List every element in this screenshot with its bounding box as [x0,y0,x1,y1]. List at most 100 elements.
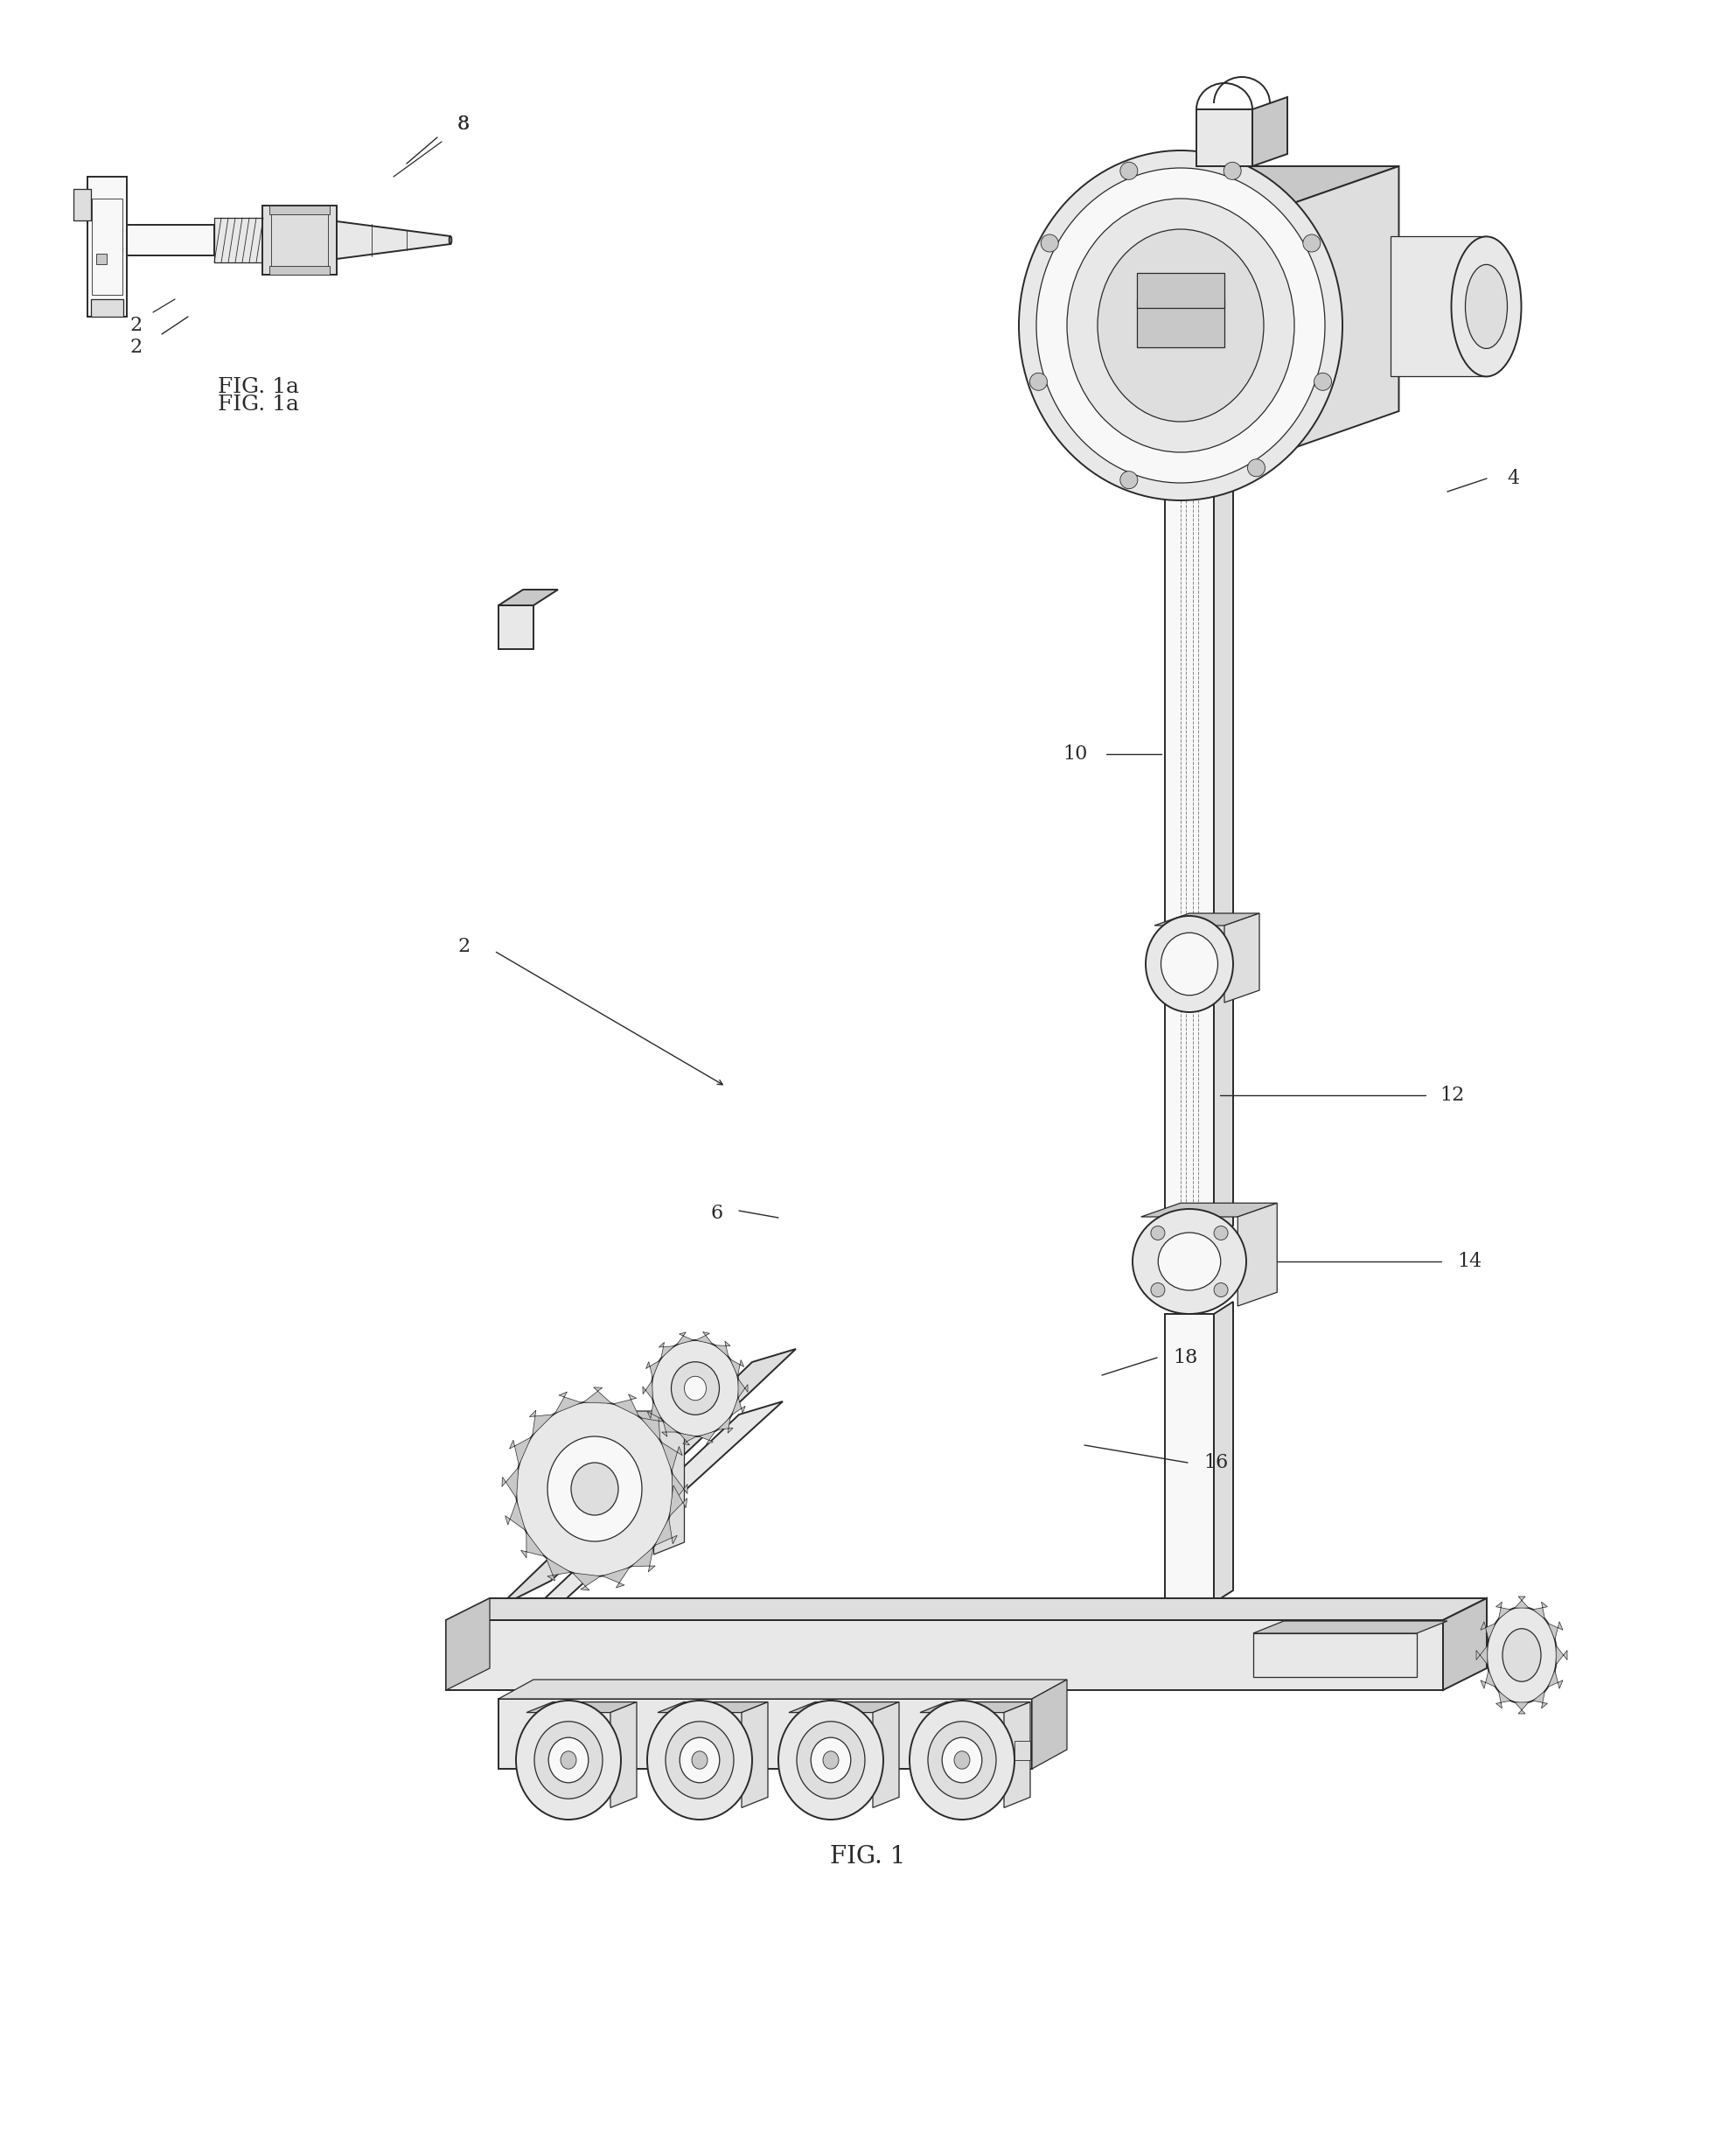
Polygon shape [873,1701,899,1808]
Polygon shape [498,605,533,650]
Text: 14: 14 [1457,1253,1481,1272]
Polygon shape [613,1394,639,1416]
Bar [1165,1315,1213,1602]
Ellipse shape [823,1750,838,1770]
Text: FIG. 1a: FIG. 1a [217,378,299,397]
Polygon shape [1549,1622,1562,1639]
Ellipse shape [1224,163,1241,180]
Polygon shape [1443,1598,1486,1690]
Polygon shape [526,1701,637,1712]
Polygon shape [1496,1602,1510,1619]
Ellipse shape [516,1701,621,1819]
Ellipse shape [1146,916,1233,1012]
Ellipse shape [1068,199,1295,453]
Polygon shape [1476,1645,1488,1665]
Polygon shape [509,1437,531,1465]
Text: 8: 8 [457,114,470,133]
Text: 16: 16 [1203,1452,1227,1471]
Polygon shape [1213,1302,1233,1602]
Text: 2: 2 [130,315,142,335]
Polygon shape [648,1403,661,1418]
Polygon shape [661,1441,682,1471]
Ellipse shape [1097,230,1264,423]
Bar [262,206,337,275]
Ellipse shape [910,1701,1014,1819]
Ellipse shape [1213,1283,1227,1298]
Bar [1156,423,1222,474]
Bar [90,298,123,317]
Polygon shape [670,1484,687,1517]
Ellipse shape [797,1722,865,1800]
Polygon shape [505,1502,526,1529]
Polygon shape [717,1418,733,1433]
Polygon shape [738,1379,748,1399]
Bar [127,225,214,255]
Polygon shape [1141,1203,1278,1216]
Ellipse shape [1132,1210,1246,1315]
Polygon shape [498,1680,1068,1699]
Polygon shape [733,1396,745,1416]
Bar [1391,236,1486,378]
Ellipse shape [1151,1283,1165,1298]
Polygon shape [545,1557,571,1581]
Polygon shape [337,221,450,260]
Ellipse shape [535,1722,602,1800]
Polygon shape [502,1467,519,1499]
Polygon shape [677,1332,693,1345]
Ellipse shape [571,1463,618,1514]
Bar [95,253,106,264]
Polygon shape [1496,1690,1510,1707]
Ellipse shape [549,1737,589,1782]
Bar [271,212,328,268]
Ellipse shape [648,1701,752,1819]
Polygon shape [729,1360,745,1377]
Ellipse shape [1502,1628,1542,1682]
Polygon shape [446,1598,1486,1619]
Ellipse shape [1161,933,1219,995]
Bar [498,1699,1031,1770]
Polygon shape [529,1409,554,1435]
Bar [269,266,330,275]
Polygon shape [611,1701,637,1808]
Polygon shape [495,1401,783,1647]
Polygon shape [654,1411,684,1555]
Text: 18: 18 [1172,1347,1198,1366]
Text: 12: 12 [1439,1085,1463,1105]
Polygon shape [602,1568,630,1587]
Polygon shape [920,1701,1029,1712]
Ellipse shape [1304,234,1321,251]
Polygon shape [642,1381,653,1399]
Ellipse shape [1451,236,1521,378]
Polygon shape [498,590,557,605]
Bar [1014,1742,1029,1761]
Ellipse shape [929,1722,996,1800]
Polygon shape [658,1701,767,1712]
Bar [214,219,262,262]
Polygon shape [660,1343,674,1358]
Ellipse shape [778,1701,884,1819]
Ellipse shape [1120,163,1137,180]
Bar [1165,987,1213,1238]
Polygon shape [788,1701,899,1712]
Text: 4: 4 [1507,470,1519,489]
Polygon shape [1516,1703,1529,1714]
Polygon shape [1293,165,1399,448]
Polygon shape [573,1572,601,1589]
Ellipse shape [1158,1233,1220,1291]
Ellipse shape [691,1750,708,1770]
Text: FIG. 1a: FIG. 1a [217,395,299,414]
Polygon shape [521,1532,545,1557]
Polygon shape [1196,109,1252,165]
Ellipse shape [684,1377,707,1401]
Polygon shape [1549,1671,1562,1688]
Polygon shape [661,1420,677,1437]
Ellipse shape [672,1362,719,1416]
Ellipse shape [651,1341,740,1437]
Polygon shape [1481,1622,1495,1639]
Polygon shape [446,1619,1443,1690]
Ellipse shape [811,1737,851,1782]
Ellipse shape [516,1401,674,1577]
Ellipse shape [1029,373,1047,390]
Polygon shape [632,1547,654,1572]
Polygon shape [1481,1671,1495,1688]
